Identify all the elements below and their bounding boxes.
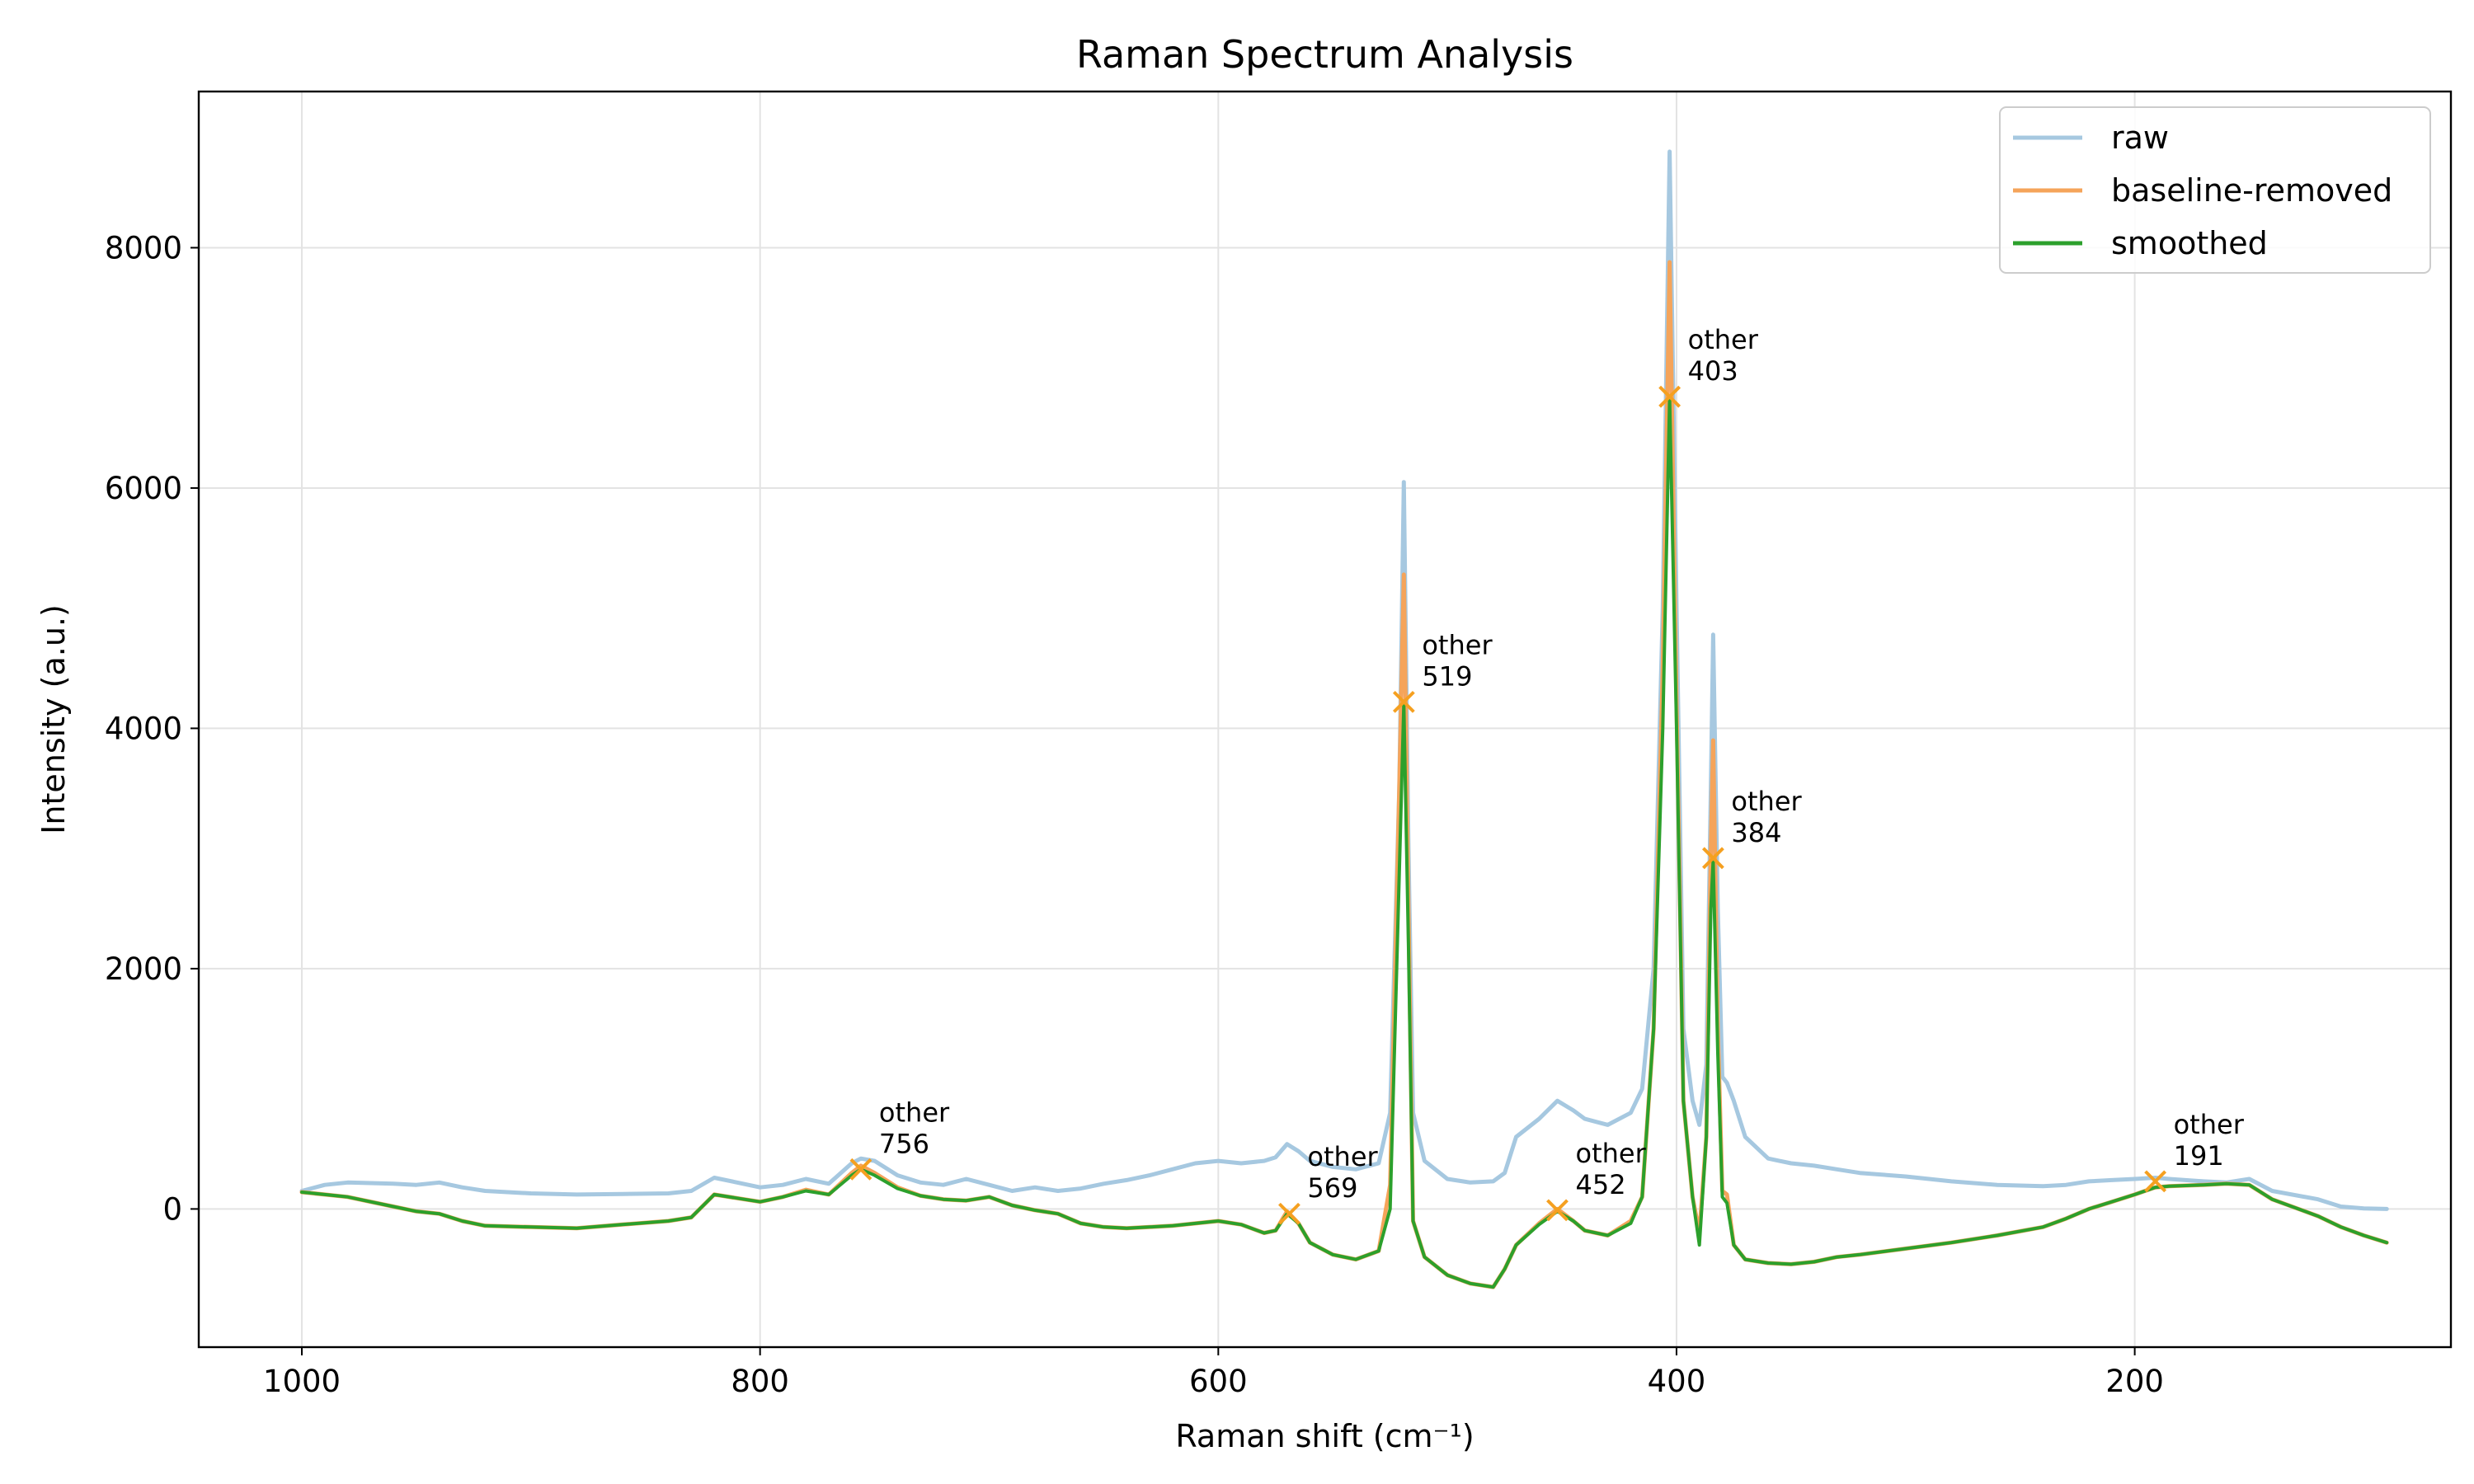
peak-label-type: other — [879, 1097, 950, 1128]
y-axis-title: Intensity (a.u.) — [35, 604, 72, 834]
peak-label-shift: 756 — [879, 1128, 929, 1159]
y-tick-label: 0 — [162, 1191, 182, 1227]
peak-x-stroke — [1278, 1202, 1300, 1225]
x-tick-label: 800 — [731, 1364, 789, 1399]
peak-marker — [1701, 847, 1724, 870]
legend-label-smoothed: smoothed — [2111, 225, 2268, 261]
series-line-raw — [299, 149, 2389, 1211]
series-line-smoothed — [300, 396, 2389, 1289]
chart-title: Raman Spectrum Analysis — [1076, 32, 1573, 77]
peak-marker — [1658, 385, 1681, 408]
peak-x-stroke — [2144, 1170, 2167, 1193]
peak-marker — [1278, 1202, 1300, 1225]
peak-marker — [1546, 1199, 1569, 1222]
peak-marker — [1392, 690, 1415, 713]
peak-label-type: other — [1731, 786, 1802, 817]
x-tick-label: 200 — [2105, 1364, 2164, 1399]
peak-label-shift: 191 — [2174, 1140, 2224, 1172]
legend-box — [1999, 106, 2431, 274]
peak-label-shift: 403 — [1688, 355, 1738, 387]
peak-label-type: other — [1575, 1138, 1646, 1169]
peak-x-stroke — [1658, 385, 1681, 408]
y-tick-label: 2000 — [105, 951, 182, 987]
peak-marker — [2144, 1170, 2167, 1193]
x-tick-label: 400 — [1648, 1364, 1706, 1399]
peak-label-shift: 384 — [1731, 817, 1781, 848]
peak-x-stroke — [1392, 690, 1415, 713]
y-tick-label: 8000 — [105, 230, 182, 265]
peak-x-stroke — [1546, 1199, 1569, 1222]
x-tick-label: 600 — [1189, 1364, 1248, 1399]
peak-label-shift: 569 — [1307, 1172, 1357, 1204]
legend-label-baseline-removed: baseline-removed — [2111, 172, 2392, 209]
peak-label-type: other — [1422, 629, 1493, 660]
legend-label-raw: raw — [2111, 120, 2169, 156]
x-tick-label: 1000 — [263, 1364, 341, 1399]
peak-x-stroke — [1701, 847, 1724, 870]
peak-label-shift: 519 — [1422, 660, 1472, 692]
peak-label-shift: 452 — [1575, 1169, 1625, 1200]
peak-x-stroke — [849, 1158, 872, 1181]
peak-label-type: other — [2174, 1109, 2245, 1140]
peak-label-type: other — [1688, 324, 1759, 355]
y-tick-label: 4000 — [105, 711, 182, 746]
peak-marker — [849, 1158, 872, 1181]
peak-label-type: other — [1307, 1141, 1378, 1172]
series-layer — [299, 149, 2389, 1289]
x-axis-title: Raman shift (cm⁻¹) — [1175, 1418, 1474, 1454]
legend: raw baseline-removed smoothed — [1999, 106, 2431, 274]
y-tick-label: 6000 — [105, 471, 182, 506]
plot-frame — [197, 90, 2453, 1349]
